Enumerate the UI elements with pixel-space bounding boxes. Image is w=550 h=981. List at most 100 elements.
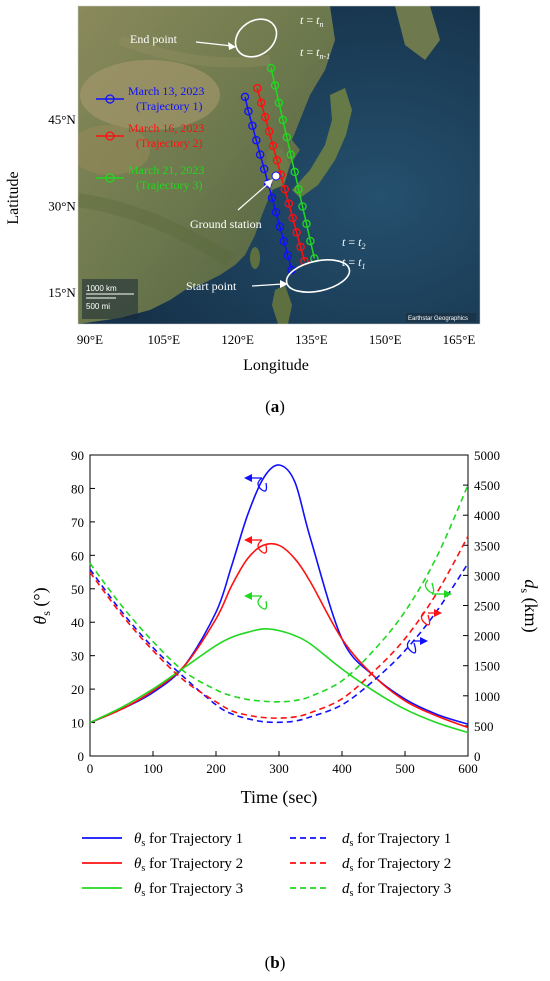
trajectory-3-point [270,81,280,90]
scale-bar: 1000 km 500 mi [82,279,138,319]
y-right-tick-label: 2500 [474,599,500,614]
y-right-tick-label: 0 [474,749,481,764]
t-2-label: t = t2 [342,235,365,251]
map-legend: March 13, 2023 (Trajectory 1) March 16, … [96,84,204,192]
start-point-label: Start point [186,279,237,293]
y-left-tick-label: 70 [71,515,84,530]
y-right-tick-label: 3000 [474,568,500,583]
y-left-tick-label: 30 [71,649,84,664]
ground-station-marker [271,171,281,181]
axis-indicators [244,474,452,654]
x-tick-label: 100 [143,761,163,776]
t-n-1-label: t = tn-1 [300,45,330,61]
trajectory-2-point [256,98,266,107]
y-left-tick-label: 0 [78,749,85,764]
trajectory-2-point [253,84,262,93]
trajectory-3-point [266,63,276,73]
trajectory-1-point [275,222,285,231]
legend-date-1: March 13, 2023 [128,84,204,98]
map-y-label: Latitude [5,171,22,224]
map-y-tick-label: 45°N [48,112,76,127]
end-point-ellipse [234,18,278,58]
trajectory-1-point [263,179,273,188]
series-line-3 [89,628,469,734]
trajectory-1-point [255,150,265,159]
legend-marker-1 [105,94,115,104]
legend-label-1: θs for Trajectory 1 [134,831,243,849]
chart-lines [89,464,469,734]
map-x-tick-label: 105°E [147,332,180,347]
map-x-tick-label: 165°E [443,332,476,347]
series-line-4 [89,562,469,724]
y-right-tick-label: 4500 [474,478,500,493]
trajectory-3-point [294,184,303,194]
legend-marker-2 [105,131,115,141]
end-point-arrow [195,41,233,47]
legend-label-3: θs for Trajectory 2 [134,856,243,874]
y-right-tick-label: 1500 [474,659,500,674]
legend-label-2: ds for Trajectory 1 [342,831,451,849]
t-1-label: t = t1 [342,255,365,271]
trajectory-2-point [264,127,274,136]
y-left-tick-label: 90 [71,448,84,463]
map-x-tick-label: 120°E [221,332,254,347]
trajectory-2-line [256,88,306,262]
trajectory-3-point [274,98,284,107]
trajectory-3-line [270,67,316,259]
series-line-2 [89,542,469,729]
start-point-arrow [251,283,284,287]
trajectory-3-point [282,133,292,142]
legend-name-2: (Trajectory 2) [136,136,203,150]
legend-name-1: (Trajectory 1) [136,99,203,113]
trajectory-3-point [286,150,295,159]
x-tick-label: 400 [332,761,352,776]
y-left-tick-label: 20 [71,682,84,697]
x-tick-label: 600 [458,761,478,776]
map-x-ticks: 90°E 105°E 120°E 135°E 150°E 165°E [77,332,475,347]
y-left-tick-label: 10 [71,716,84,731]
trajectory-2-point [272,156,282,165]
x-tick-label: 500 [395,761,415,776]
ground-station-arrow [237,181,271,211]
trajectory-2-point [284,199,294,208]
x-tick-label: 300 [269,761,289,776]
y-right-tick-label: 5000 [474,448,500,463]
trajectory-1-point [267,193,277,203]
y-right-tick-label: 500 [474,719,494,734]
trajectory-1-point [252,135,261,145]
legend-label-6: ds for Trajectory 3 [342,881,451,899]
y-left-tick-label: 50 [71,582,84,597]
satellite-map [78,6,480,324]
trajectory-2-point [288,213,297,223]
y-right-tick-label: 4000 [474,508,500,523]
trajectory-1-point [259,164,269,174]
scale-mi: 500 mi [86,302,110,311]
trajectory-3-point [298,202,307,211]
map-x-tick-label: 90°E [77,332,103,347]
chart-y-right-label: ds (km) [518,579,541,632]
series-line-5 [89,535,469,719]
map-credit: Earthstar Geographics [408,316,468,322]
legend-label-5: θs for Trajectory 3 [134,881,243,899]
y-left-tick-label: 40 [71,615,84,630]
map-y-ticks: 45°N 30°N 15°N [48,112,76,300]
legend-label-4: ds for Trajectory 2 [342,856,451,874]
y-right-tick-label: 3500 [474,538,500,553]
trajectory-2-point [260,112,270,122]
x-tick-label: 0 [87,761,94,776]
trajectory-3-point [278,115,288,125]
map-x-tick-label: 135°E [295,332,328,347]
series-line-6 [89,484,469,703]
map-y-tick-label: 30°N [48,199,76,214]
chart-ticks: 0 100 200 300 400 500 600010203040506070809005… [71,448,500,776]
y-left-tick-label: 80 [71,481,84,496]
trajectory-2-point [280,184,290,194]
trajectory-1-point [240,92,250,102]
map-panel: End point Ground station Start point t =… [5,5,481,416]
trajectory-1-point [244,107,253,116]
end-point-label: End point [130,32,178,46]
y-right-tick-label: 2000 [474,629,500,644]
y-left-tick-label: 60 [71,548,84,563]
legend-marker-3 [105,173,115,183]
